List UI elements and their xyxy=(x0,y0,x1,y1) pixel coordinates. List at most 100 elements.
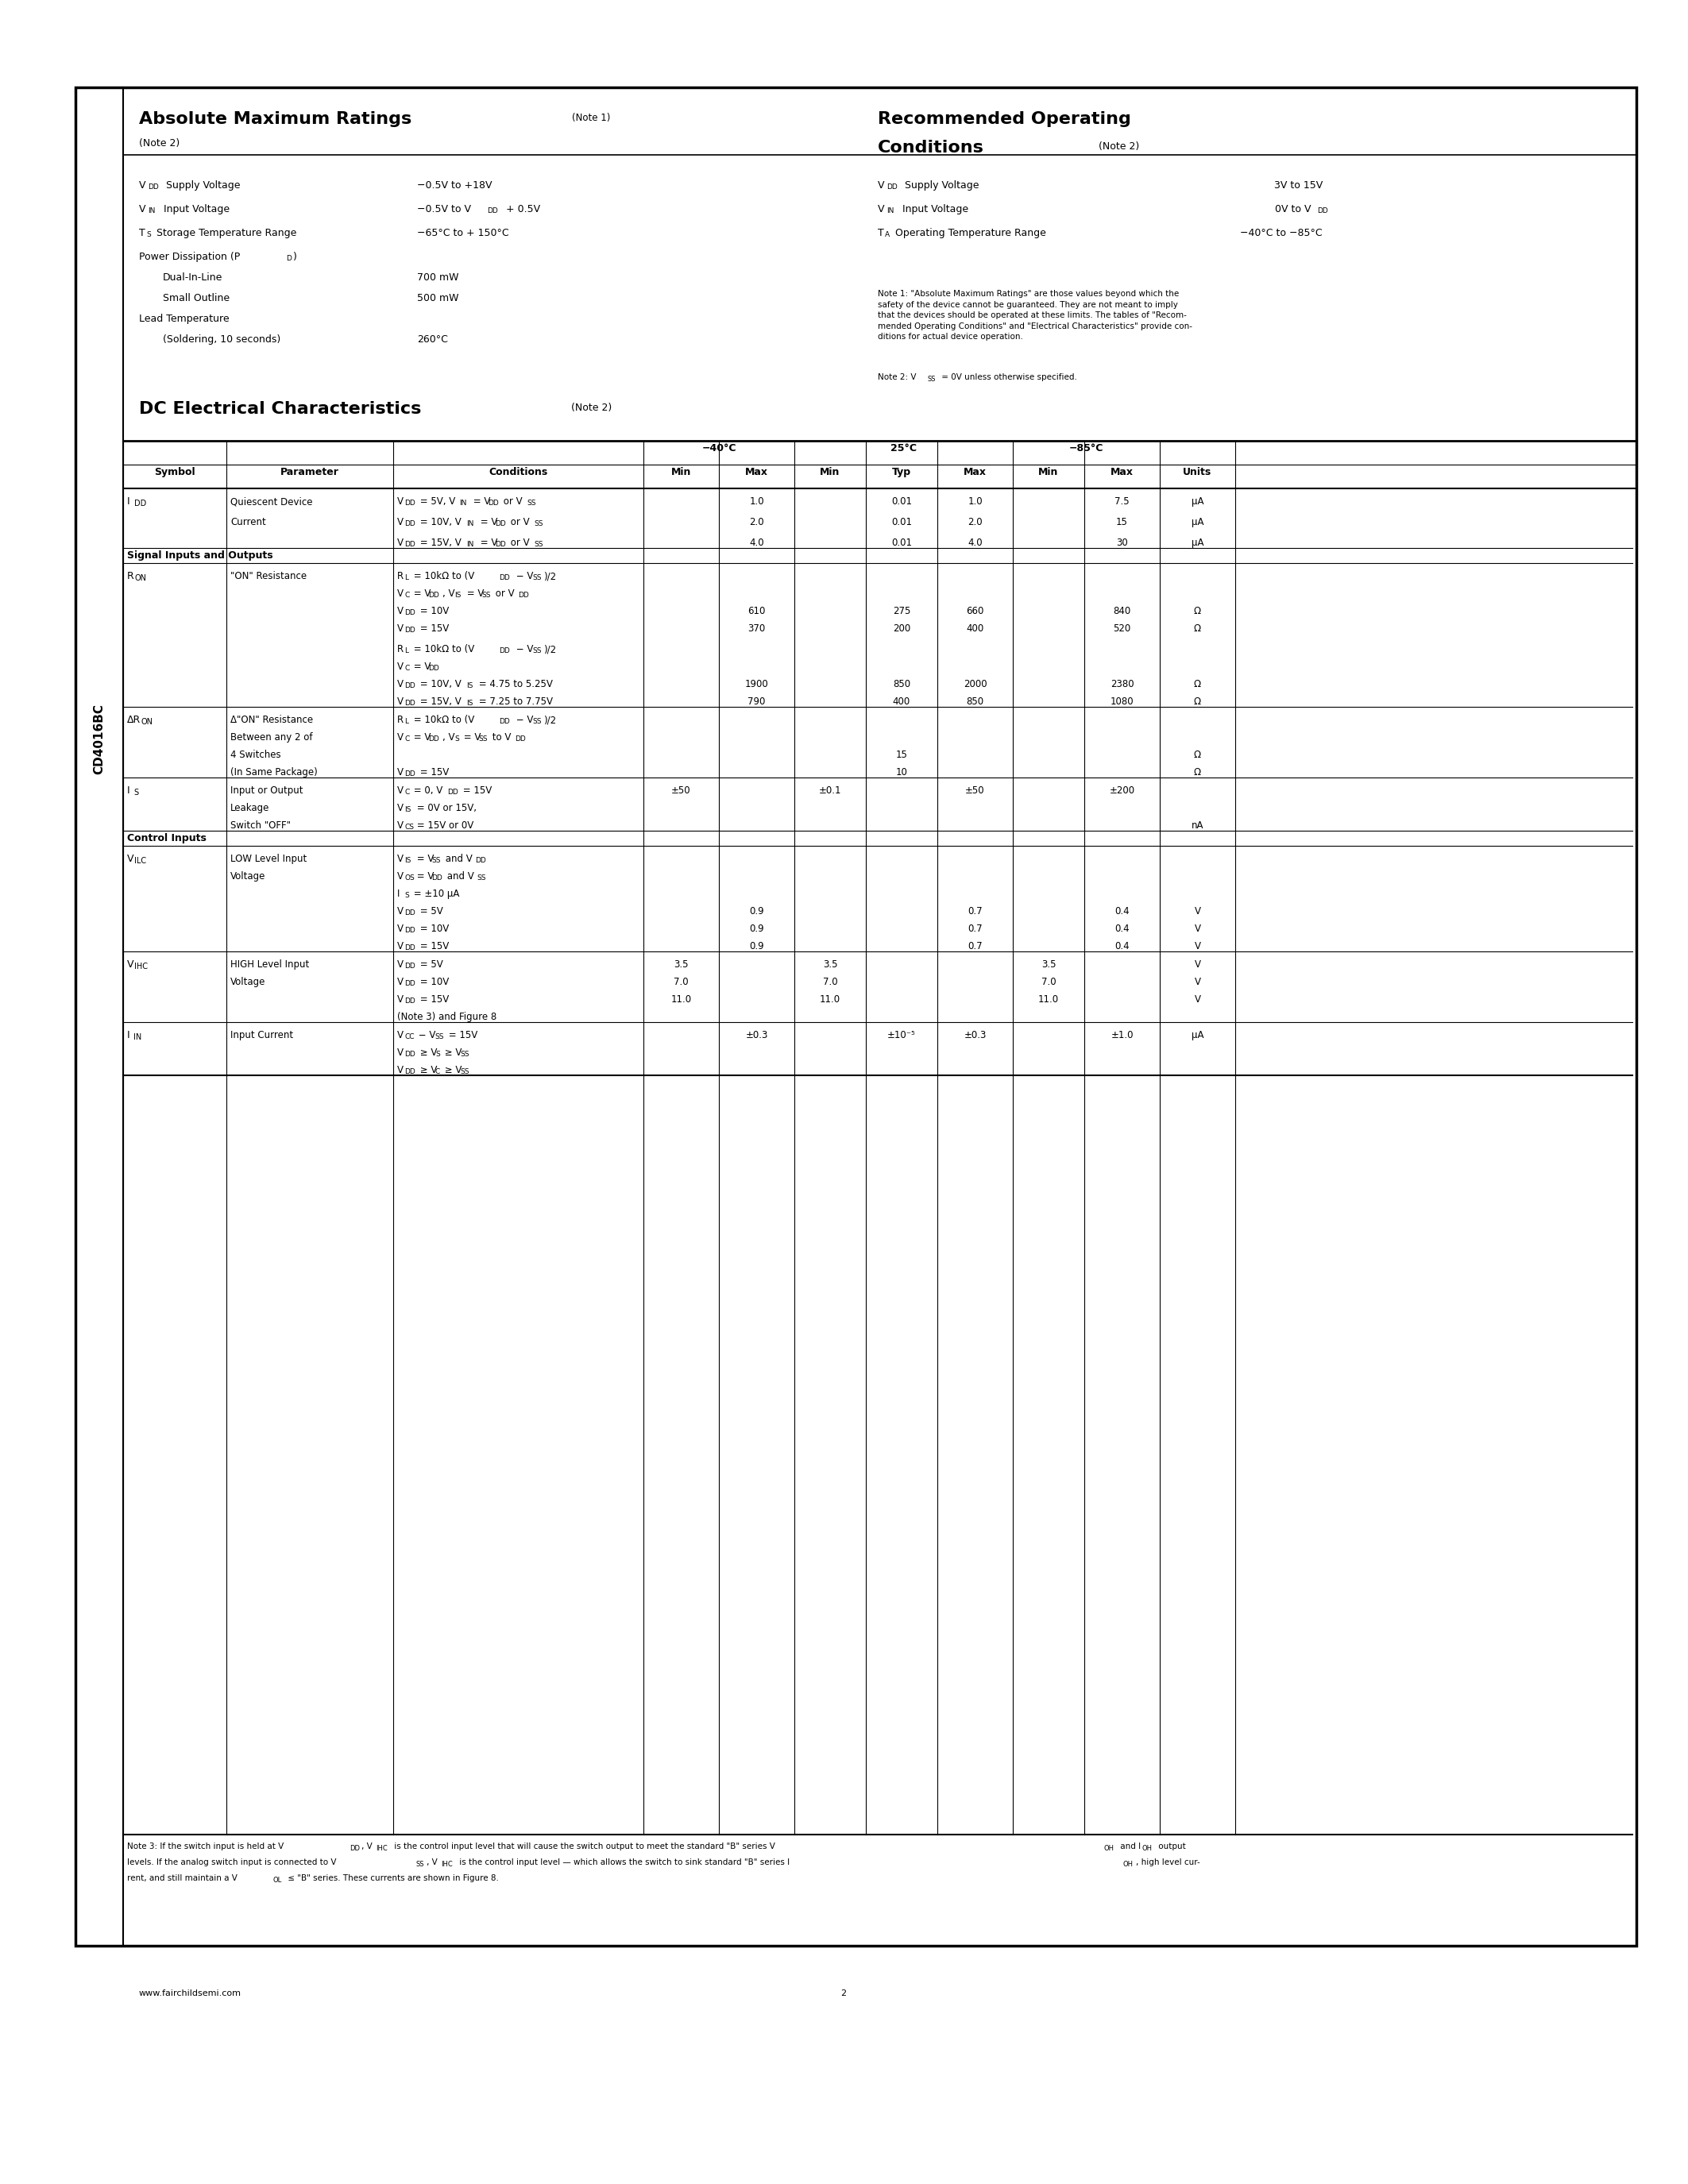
Text: 275: 275 xyxy=(893,605,910,616)
Text: Switch "OFF": Switch "OFF" xyxy=(230,821,290,830)
Text: Max: Max xyxy=(744,467,768,478)
Text: V: V xyxy=(397,518,403,526)
Text: IN: IN xyxy=(149,207,155,214)
Text: ±0.3: ±0.3 xyxy=(964,1031,986,1040)
Text: Between any 2 of: Between any 2 of xyxy=(230,732,312,743)
Text: SS: SS xyxy=(434,1033,444,1040)
Text: 1080: 1080 xyxy=(1111,697,1134,708)
Text: Storage Temperature Range: Storage Temperature Range xyxy=(154,227,297,238)
Text: S: S xyxy=(454,736,459,743)
Text: R: R xyxy=(397,714,403,725)
Text: = 0, V: = 0, V xyxy=(410,786,442,795)
Text: V: V xyxy=(397,924,403,935)
Text: OL: OL xyxy=(272,1876,282,1885)
Text: is the control input level — which allows the switch to sink standard "B" series: is the control input level — which allow… xyxy=(457,1859,790,1867)
Text: DD: DD xyxy=(429,736,439,743)
Text: Max: Max xyxy=(964,467,986,478)
Text: DD: DD xyxy=(135,500,147,507)
Text: ILC: ILC xyxy=(135,856,147,865)
Text: IN: IN xyxy=(466,520,474,526)
Text: IN: IN xyxy=(133,1033,142,1042)
Text: = V: = V xyxy=(410,587,430,598)
Text: rent, and still maintain a V: rent, and still maintain a V xyxy=(127,1874,238,1883)
Text: I: I xyxy=(127,496,130,507)
Text: , V: , V xyxy=(361,1843,373,1850)
Text: −65°C to + 150°C: −65°C to + 150°C xyxy=(417,227,508,238)
Text: 2.0: 2.0 xyxy=(967,518,982,526)
Text: μA: μA xyxy=(1192,537,1204,548)
Text: Conditions: Conditions xyxy=(490,467,549,478)
Text: , high level cur-: , high level cur- xyxy=(1136,1859,1200,1867)
Text: output: output xyxy=(1156,1843,1185,1850)
Text: = 10kΩ to (V: = 10kΩ to (V xyxy=(410,570,474,581)
Text: 0.4: 0.4 xyxy=(1114,906,1129,917)
Text: levels. If the analog switch input is connected to V: levels. If the analog switch input is co… xyxy=(127,1859,336,1867)
Text: V: V xyxy=(138,181,145,190)
Text: = 5V: = 5V xyxy=(417,959,442,970)
Text: V: V xyxy=(397,587,403,598)
Text: DD: DD xyxy=(515,736,525,743)
Text: ±10⁻⁵: ±10⁻⁵ xyxy=(888,1031,917,1040)
Text: −40°C to −85°C: −40°C to −85°C xyxy=(1241,227,1323,238)
Text: 7.0: 7.0 xyxy=(822,976,837,987)
Text: IHC: IHC xyxy=(135,963,149,970)
Text: V: V xyxy=(1195,976,1200,987)
Text: = 15V or 0V: = 15V or 0V xyxy=(414,821,474,830)
Text: V: V xyxy=(138,203,145,214)
Text: = 15V, V: = 15V, V xyxy=(417,537,461,548)
Text: −85°C: −85°C xyxy=(1069,443,1104,454)
Text: )/2: )/2 xyxy=(544,570,555,581)
Text: Conditions: Conditions xyxy=(878,140,984,155)
Text: Recommended Operating: Recommended Operating xyxy=(878,111,1131,127)
Text: DD: DD xyxy=(405,542,415,548)
Text: DD: DD xyxy=(405,943,415,952)
Text: Ω: Ω xyxy=(1193,767,1202,778)
Text: Note 1: "Absolute Maximum Ratings" are those values beyond which the
safety of t: Note 1: "Absolute Maximum Ratings" are t… xyxy=(878,290,1192,341)
Text: 25°C: 25°C xyxy=(891,443,917,454)
Text: S: S xyxy=(436,1051,441,1057)
Text: = 10kΩ to (V: = 10kΩ to (V xyxy=(410,714,474,725)
Text: = ±10 μA: = ±10 μA xyxy=(410,889,459,900)
Text: = 4.75 to 5.25V: = 4.75 to 5.25V xyxy=(476,679,552,690)
Text: DD: DD xyxy=(149,183,159,190)
Text: SS: SS xyxy=(432,856,441,865)
Text: DD: DD xyxy=(405,926,415,935)
Text: 0.4: 0.4 xyxy=(1114,941,1129,952)
Text: OH: OH xyxy=(1123,1861,1133,1867)
Text: = V: = V xyxy=(414,871,434,882)
Text: Power Dissipation (P: Power Dissipation (P xyxy=(138,251,240,262)
Text: , V: , V xyxy=(442,732,454,743)
Text: SS: SS xyxy=(527,500,535,507)
Text: V: V xyxy=(127,854,133,865)
Bar xyxy=(76,87,1636,1946)
Text: ±0.1: ±0.1 xyxy=(819,786,841,795)
Text: R: R xyxy=(127,570,133,581)
Text: V: V xyxy=(1195,994,1200,1005)
Text: Input Current: Input Current xyxy=(230,1031,294,1040)
Text: Ω: Ω xyxy=(1193,622,1202,633)
Text: I: I xyxy=(127,786,130,795)
Text: 520: 520 xyxy=(1112,622,1131,633)
Text: V: V xyxy=(397,537,403,548)
Text: DD: DD xyxy=(1317,207,1328,214)
Text: 3V to 15V: 3V to 15V xyxy=(1274,181,1323,190)
Text: Current: Current xyxy=(230,518,267,526)
Text: 7.0: 7.0 xyxy=(674,976,689,987)
Text: = 10V: = 10V xyxy=(417,924,449,935)
Text: = 7.25 to 7.75V: = 7.25 to 7.75V xyxy=(476,697,554,708)
Text: V: V xyxy=(397,662,403,673)
Text: μA: μA xyxy=(1192,496,1204,507)
Text: DD: DD xyxy=(500,574,510,581)
Text: V: V xyxy=(397,767,403,778)
Text: DD: DD xyxy=(405,681,415,690)
Text: DD: DD xyxy=(432,874,442,882)
Text: DD: DD xyxy=(429,664,439,673)
Text: IS: IS xyxy=(405,856,410,865)
Text: = 5V, V: = 5V, V xyxy=(417,496,456,507)
Text: DD: DD xyxy=(429,592,439,598)
Text: V: V xyxy=(397,994,403,1005)
Text: 0.01: 0.01 xyxy=(891,496,912,507)
Text: V: V xyxy=(1195,941,1200,952)
Text: and I: and I xyxy=(1117,1843,1141,1850)
Text: or V: or V xyxy=(508,518,530,526)
